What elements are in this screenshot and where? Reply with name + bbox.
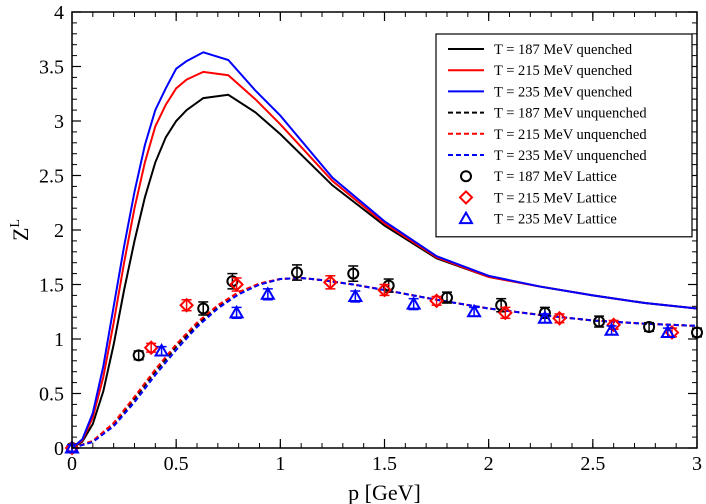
legend-label: T = 215 MeV Lattice: [494, 190, 617, 206]
data-point: [660, 324, 676, 338]
x-tick-label: 2: [484, 453, 494, 475]
legend-label: T = 235 MeV Lattice: [494, 212, 617, 228]
legend-marker-sample: [458, 189, 474, 205]
legend-marker-sample: [458, 210, 474, 225]
y-tick-label: 3: [54, 111, 64, 133]
plot-lines: [71, 51, 698, 449]
y-tick-label: 3.5: [39, 57, 64, 79]
y-tick-label: 2: [54, 220, 64, 242]
data-point: [143, 340, 159, 356]
data-point: [322, 274, 338, 290]
plot-points: [64, 264, 703, 456]
data-point: [497, 305, 513, 321]
data-point: [291, 266, 303, 279]
legend-box: [435, 33, 693, 238]
data-point: [603, 322, 620, 336]
legend-marker-sample: [460, 170, 472, 183]
legend-label: T = 187 MeV unquenched: [494, 106, 647, 122]
legend-label: T = 215 MeV unquenched: [494, 127, 647, 143]
axis-ticks: [71, 11, 698, 449]
legend-label: T = 235 MeV unquenched: [494, 148, 647, 164]
x-axis-title: p [GeV]: [348, 480, 421, 504]
x-tick-label: 1.5: [372, 453, 397, 475]
data-point: [260, 286, 276, 300]
y-tick-label: 1.5: [39, 275, 64, 297]
legend-label: T = 187 MeV Lattice: [494, 169, 617, 185]
data-point: [64, 440, 80, 456]
y-axis-title: ZL: [8, 219, 33, 241]
x-tick-label: 3: [692, 453, 702, 475]
legend-label: T = 187 MeV quenched: [494, 42, 633, 58]
legend-label: T = 235 MeV quenched: [494, 84, 633, 100]
data-point: [643, 321, 656, 334]
legend: T = 187 MeV quenched T = 215 MeV quenched…: [435, 33, 693, 238]
data-point: [537, 310, 553, 324]
y-tick-label: 0.5: [39, 384, 64, 406]
y-axis-title-superscript: L: [8, 219, 23, 228]
data-point: [229, 277, 244, 292]
data-point: [405, 296, 422, 310]
x-tick-label: 1: [275, 453, 285, 475]
data-point: [429, 293, 444, 309]
series-line: [71, 276, 698, 449]
data-point: [228, 304, 245, 319]
series-line: [71, 51, 698, 449]
data-point: [347, 267, 360, 280]
data-point: [593, 315, 606, 328]
data-point: [153, 342, 170, 357]
axis-tick-labels: 0 0.5 1 1.5 2 2.5 3 0 0.5 1 1.5 2 2.5 3 3.5 4: [39, 2, 702, 475]
y-axis-title-main: Z: [8, 228, 33, 241]
data-point: [179, 297, 194, 313]
data-point: [197, 302, 210, 315]
data-point: [347, 288, 364, 302]
legend-label: T = 215 MeV quenched: [494, 63, 633, 79]
x-tick-label: 2.5: [580, 453, 605, 475]
x-tick-label: 0.5: [164, 453, 189, 475]
x-tick-label: 0: [67, 453, 77, 475]
data-point: [606, 317, 622, 333]
y-tick-label: 2.5: [39, 166, 64, 188]
y-tick-label: 4: [54, 2, 64, 24]
y-tick-label: 0: [54, 438, 64, 460]
y-tick-label: 1: [54, 329, 64, 351]
data-point: [377, 282, 392, 298]
data-point: [466, 303, 482, 318]
data-point: [552, 310, 567, 326]
data-point: [441, 291, 453, 304]
data-point: [132, 349, 145, 362]
